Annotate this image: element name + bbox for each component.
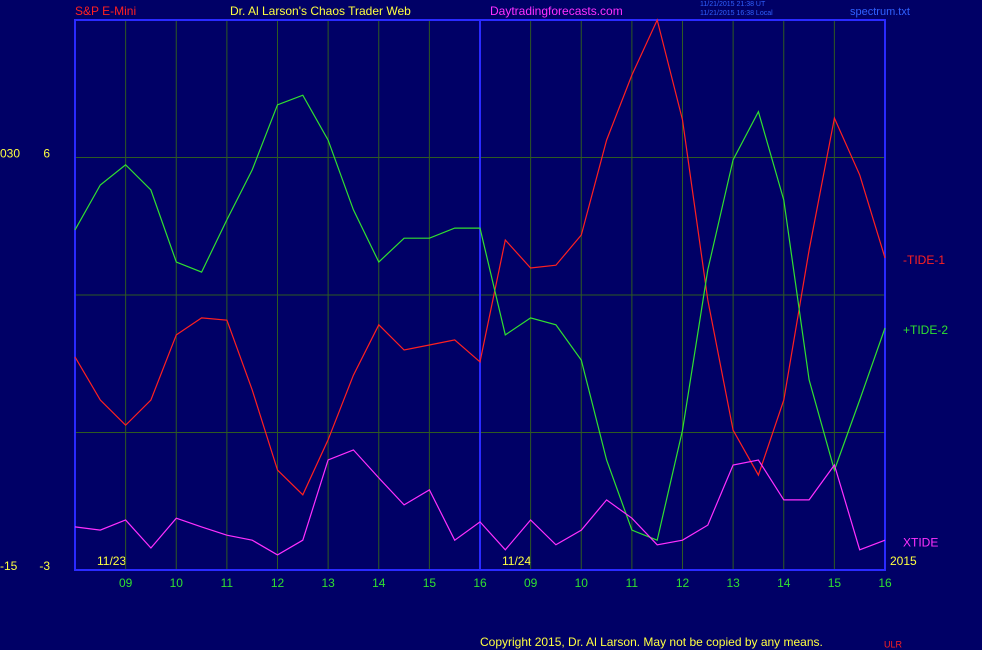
copyright-mark: ULR — [884, 639, 903, 649]
x-tick-label: 13 — [726, 576, 740, 590]
y2-tick-label: 030 — [0, 147, 20, 161]
x-tick-label: 11 — [221, 576, 234, 590]
x-tick-label: 15 — [828, 576, 842, 590]
copyright: Copyright 2015, Dr. Al Larson. May not b… — [480, 635, 823, 649]
x-tick-label: 09 — [119, 576, 133, 590]
y-tick-label: -3 — [39, 559, 50, 573]
x-tick-label: 14 — [777, 576, 791, 590]
timestamp: 11/21/2015 21:38 UT — [700, 1, 766, 8]
timestamp: 11/21/2015 16:38 Local — [700, 10, 773, 17]
chart-title: Dr. Al Larson's Chaos Trader Web — [230, 4, 411, 18]
legend-label: XTIDE — [903, 535, 938, 549]
y-tick-label: 6 — [43, 147, 50, 161]
x-tick-label: 12 — [271, 576, 285, 590]
x-tick-label: 16 — [878, 576, 892, 590]
x-tick-label: 10 — [575, 576, 589, 590]
series-line — [74, 449, 886, 556]
date-label: 11/23 — [97, 554, 126, 568]
x-tick-label: 15 — [423, 576, 437, 590]
series-line — [74, 94, 886, 542]
x-tick-label: 10 — [170, 576, 184, 590]
legend-label: +TIDE-2 — [903, 323, 948, 337]
file-name: spectrum.txt — [850, 6, 910, 18]
x-tick-label: 12 — [676, 576, 690, 590]
x-tick-label: 11 — [626, 576, 639, 590]
date-label: 11/24 — [502, 554, 531, 568]
y2-tick-label: -15 — [0, 559, 18, 573]
x-tick-label: 14 — [372, 576, 386, 590]
instrument: S&P E-Mini — [75, 4, 136, 18]
legend-label: -TIDE-1 — [903, 253, 945, 267]
website: Daytradingforecasts.com — [490, 4, 623, 18]
series-line — [74, 18, 886, 496]
x-tick-label: 09 — [524, 576, 538, 590]
x-tick-label: 13 — [321, 576, 335, 590]
x-tick-label: 16 — [473, 576, 487, 590]
year-label: 2015 — [890, 554, 917, 568]
